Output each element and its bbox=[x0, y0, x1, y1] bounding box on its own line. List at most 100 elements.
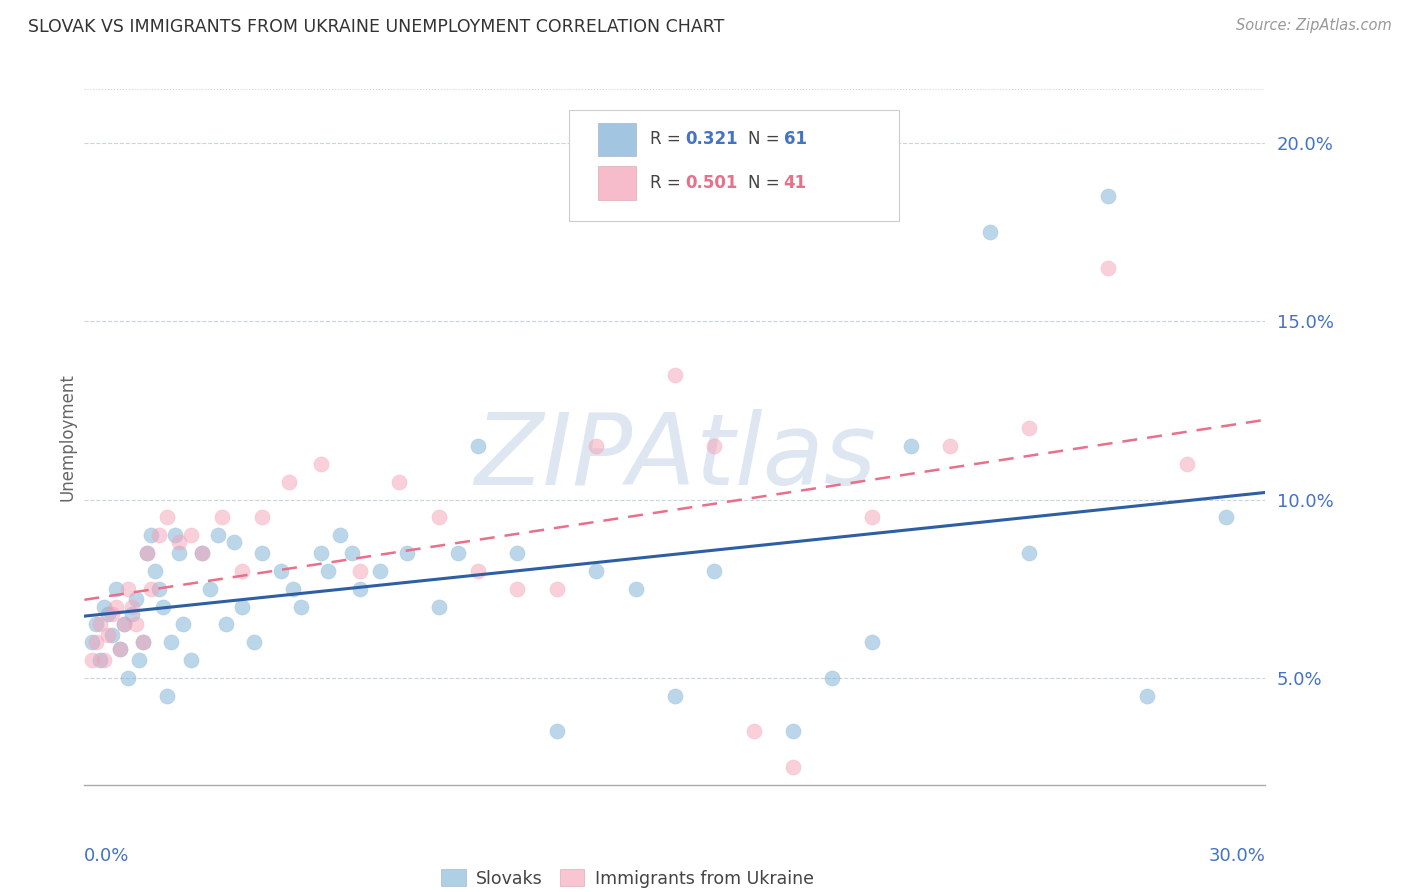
Point bbox=[172, 617, 194, 632]
Point bbox=[143, 564, 166, 578]
FancyBboxPatch shape bbox=[598, 122, 636, 156]
Point bbox=[101, 628, 124, 642]
Point bbox=[141, 528, 163, 542]
Point bbox=[132, 635, 155, 649]
Point bbox=[427, 599, 450, 614]
Point bbox=[112, 617, 135, 632]
Point bbox=[163, 528, 186, 542]
Point bbox=[117, 671, 139, 685]
Point bbox=[191, 546, 214, 560]
FancyBboxPatch shape bbox=[568, 110, 900, 221]
Point bbox=[782, 760, 804, 774]
Point bbox=[368, 564, 391, 578]
Point bbox=[349, 564, 371, 578]
Text: R =: R = bbox=[650, 130, 686, 148]
Text: 0.501: 0.501 bbox=[686, 174, 738, 192]
Point bbox=[447, 546, 470, 560]
Point bbox=[506, 546, 529, 560]
Point bbox=[180, 528, 202, 542]
Point bbox=[222, 535, 245, 549]
Point bbox=[112, 617, 135, 632]
Point bbox=[821, 671, 844, 685]
Point bbox=[664, 689, 686, 703]
Point bbox=[309, 457, 332, 471]
Text: N =: N = bbox=[748, 130, 785, 148]
Point bbox=[979, 225, 1001, 239]
Point bbox=[250, 546, 273, 560]
Point bbox=[231, 599, 253, 614]
Point bbox=[1175, 457, 1198, 471]
Point bbox=[1136, 689, 1159, 703]
Point bbox=[585, 564, 607, 578]
Point bbox=[1018, 546, 1040, 560]
Point bbox=[939, 439, 962, 453]
Point bbox=[84, 635, 107, 649]
Point bbox=[121, 607, 143, 621]
Point bbox=[167, 546, 190, 560]
FancyBboxPatch shape bbox=[598, 167, 636, 200]
Point bbox=[270, 564, 292, 578]
Point bbox=[396, 546, 419, 560]
Point bbox=[108, 642, 131, 657]
Point bbox=[104, 599, 127, 614]
Point bbox=[124, 592, 146, 607]
Y-axis label: Unemployment: Unemployment bbox=[58, 373, 76, 501]
Text: R =: R = bbox=[650, 174, 686, 192]
Point bbox=[388, 475, 411, 489]
Point bbox=[309, 546, 332, 560]
Point bbox=[782, 724, 804, 739]
Text: 0.0%: 0.0% bbox=[84, 847, 129, 865]
Point bbox=[703, 439, 725, 453]
Point bbox=[231, 564, 253, 578]
Point bbox=[93, 599, 115, 614]
Point bbox=[349, 582, 371, 596]
Point bbox=[278, 475, 301, 489]
Text: Source: ZipAtlas.com: Source: ZipAtlas.com bbox=[1236, 18, 1392, 33]
Point bbox=[467, 439, 489, 453]
Point bbox=[160, 635, 183, 649]
Point bbox=[506, 582, 529, 596]
Point bbox=[152, 599, 174, 614]
Point bbox=[121, 599, 143, 614]
Point bbox=[742, 724, 765, 739]
Point bbox=[97, 607, 120, 621]
Point bbox=[84, 617, 107, 632]
Point bbox=[290, 599, 312, 614]
Point bbox=[148, 582, 170, 596]
Text: 41: 41 bbox=[783, 174, 807, 192]
Point bbox=[148, 528, 170, 542]
Point bbox=[467, 564, 489, 578]
Point bbox=[250, 510, 273, 524]
Point bbox=[101, 607, 124, 621]
Point bbox=[156, 510, 179, 524]
Text: N =: N = bbox=[748, 174, 785, 192]
Point bbox=[167, 535, 190, 549]
Point bbox=[141, 582, 163, 596]
Point bbox=[136, 546, 159, 560]
Point bbox=[546, 724, 568, 739]
Point bbox=[242, 635, 264, 649]
Point bbox=[624, 582, 647, 596]
Point bbox=[104, 582, 127, 596]
Text: ZIPAtlas: ZIPAtlas bbox=[474, 409, 876, 507]
Point bbox=[546, 582, 568, 596]
Point bbox=[132, 635, 155, 649]
Point bbox=[1097, 260, 1119, 275]
Point bbox=[318, 564, 340, 578]
Point bbox=[200, 582, 222, 596]
Point bbox=[427, 510, 450, 524]
Point bbox=[703, 564, 725, 578]
Point bbox=[124, 617, 146, 632]
Point bbox=[1018, 421, 1040, 435]
Point bbox=[136, 546, 159, 560]
Point bbox=[207, 528, 229, 542]
Point bbox=[180, 653, 202, 667]
Text: 30.0%: 30.0% bbox=[1209, 847, 1265, 865]
Point bbox=[156, 689, 179, 703]
Point bbox=[191, 546, 214, 560]
Point bbox=[340, 546, 363, 560]
Point bbox=[108, 642, 131, 657]
Point bbox=[900, 439, 922, 453]
Point bbox=[1097, 189, 1119, 203]
Point bbox=[128, 653, 150, 667]
